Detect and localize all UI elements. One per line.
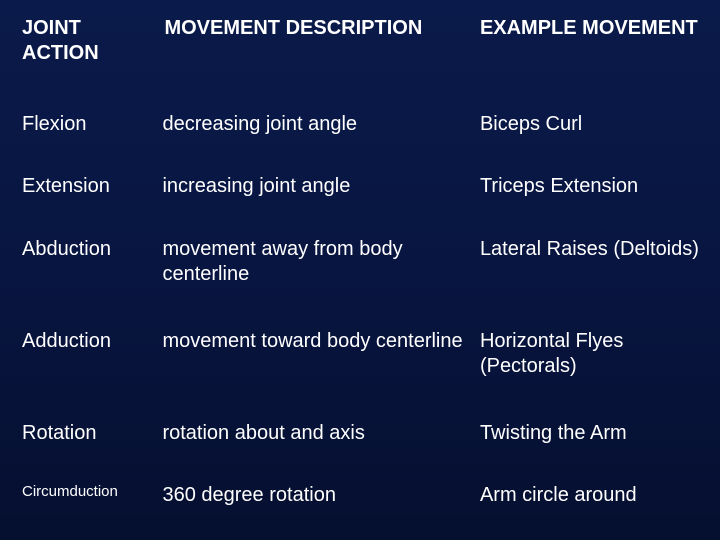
cell-example: Twisting the Arm [474, 407, 708, 470]
header-joint-action: JOINT ACTION [16, 8, 158, 98]
table-row: Circumduction 360 degree rotation Arm ci… [16, 469, 708, 532]
table-row: Flexion decreasing joint angle Biceps Cu… [16, 98, 708, 161]
header-example-movement: EXAMPLE MOVEMENT [474, 8, 708, 98]
table-row: Adduction movement toward body centerlin… [16, 315, 708, 407]
joint-action-table: JOINT ACTION MOVEMENT DESCRIPTION EXAMPL… [0, 0, 720, 540]
cell-action: Rotation [16, 407, 158, 470]
cell-action: Flexion [16, 98, 158, 161]
cell-example: Biceps Curl [474, 98, 708, 161]
table-header: JOINT ACTION MOVEMENT DESCRIPTION EXAMPL… [16, 8, 708, 98]
cell-description: 360 degree rotation [158, 469, 473, 532]
cell-action: Circumduction [16, 469, 158, 532]
cell-example: Horizontal Flyes (Pectorals) [474, 315, 708, 407]
cell-action: Extension [16, 160, 158, 223]
table-row: Extension increasing joint angle Triceps… [16, 160, 708, 223]
cell-action: Adduction [16, 315, 158, 407]
cell-example: Arm circle around [474, 469, 708, 532]
cell-description: movement away from body centerline [158, 223, 473, 315]
cell-example: Triceps Extension [474, 160, 708, 223]
cell-action: Abduction [16, 223, 158, 315]
table-row: Abduction movement away from body center… [16, 223, 708, 315]
table-row: Rotation rotation about and axis Twistin… [16, 407, 708, 470]
cell-description: movement toward body centerline [158, 315, 473, 407]
cell-example: Lateral Raises (Deltoids) [474, 223, 708, 315]
header-movement-description: MOVEMENT DESCRIPTION [158, 8, 473, 98]
cell-description: rotation about and axis [158, 407, 473, 470]
cell-description: decreasing joint angle [158, 98, 473, 161]
cell-description: increasing joint angle [158, 160, 473, 223]
